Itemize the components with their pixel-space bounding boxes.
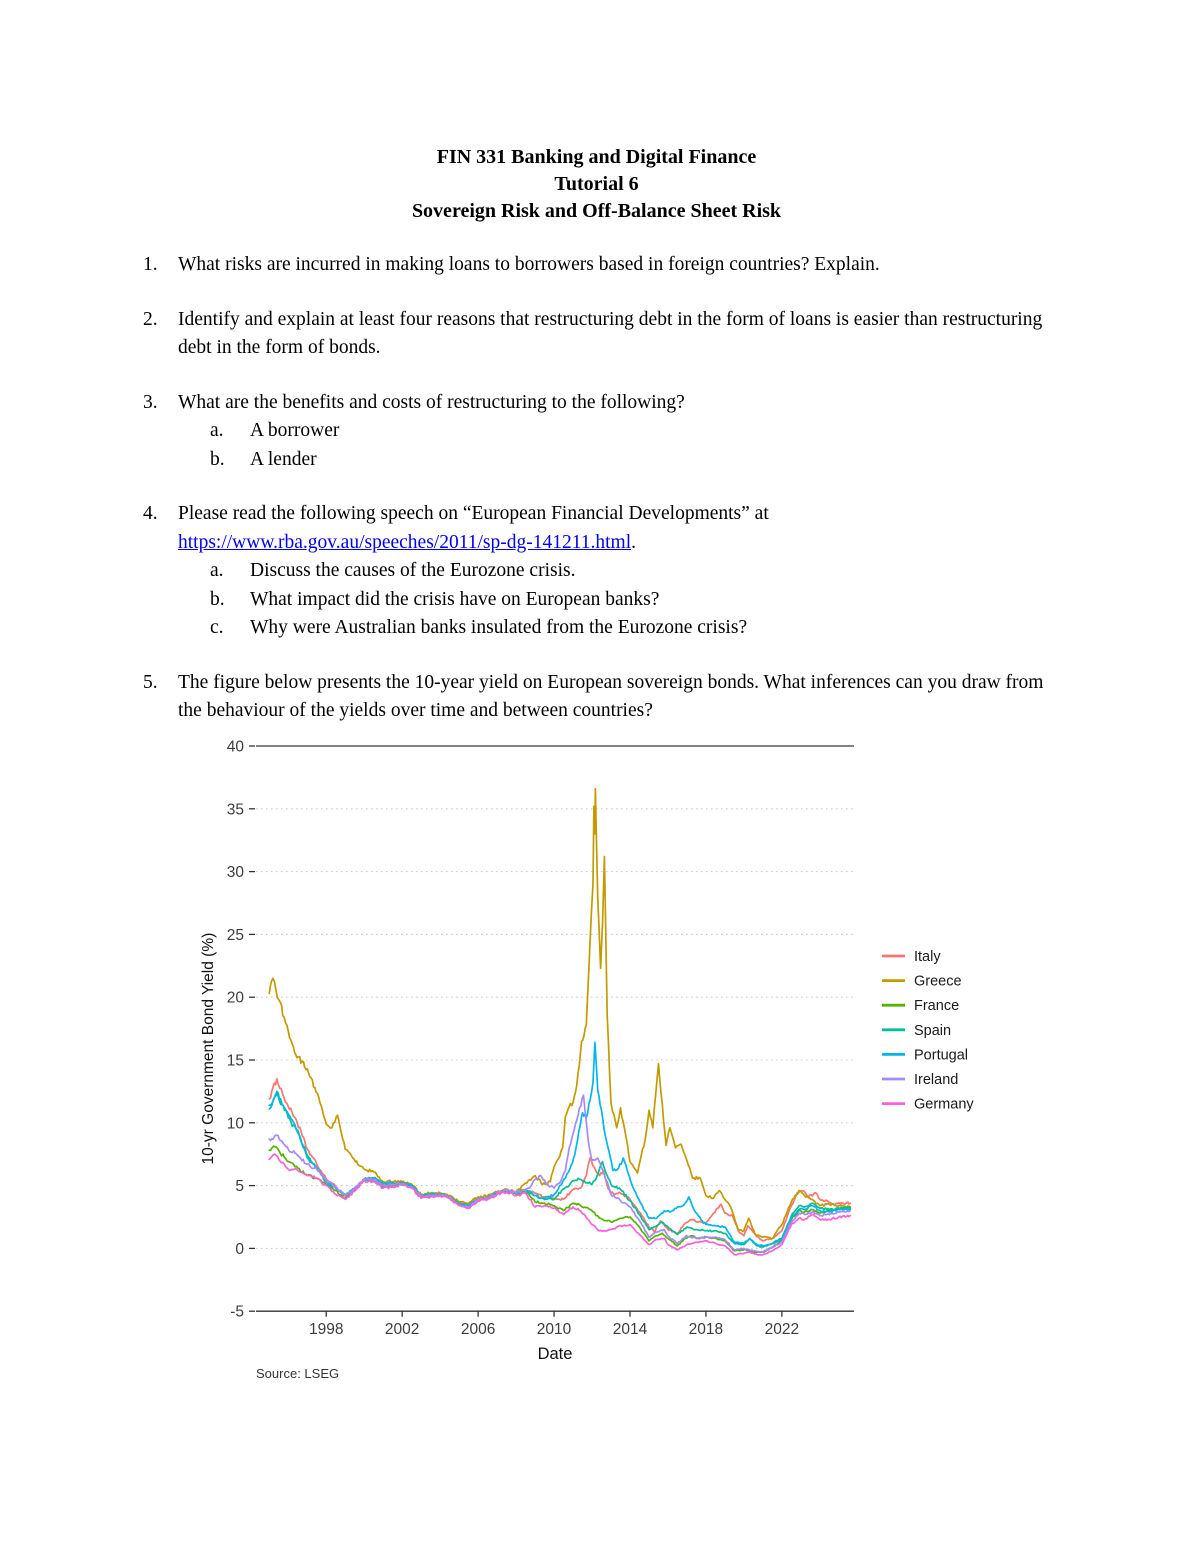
chart-source: Source: LSEG bbox=[256, 1366, 339, 1381]
question-5: 5. The figure below presents the 10-year… bbox=[143, 669, 1050, 726]
y-tick-label: 0 bbox=[235, 1240, 244, 1257]
y-tick-label: -5 bbox=[230, 1303, 244, 1320]
x-tick-label: 2022 bbox=[765, 1321, 799, 1338]
x-axis-title: Date bbox=[538, 1345, 573, 1363]
question-3a-letter: a. bbox=[210, 420, 224, 441]
question-4a-text: Discuss the causes of the Eurozone crisi… bbox=[250, 560, 576, 581]
legend-label-greece: Greece bbox=[914, 973, 962, 989]
question-2: 2. Identify and explain at least four re… bbox=[143, 306, 1050, 363]
y-tick-label: 35 bbox=[227, 801, 244, 818]
x-tick-label: 2014 bbox=[613, 1321, 648, 1338]
question-2-text: Identify and explain at least four reaso… bbox=[178, 308, 1043, 359]
x-tick-label: 2006 bbox=[461, 1321, 495, 1338]
title-line-tutorial: Tutorial 6 bbox=[554, 173, 639, 195]
question-4b-text: What impact did the crisis have on Europ… bbox=[250, 588, 660, 610]
document-body: FIN 331 Banking and Digital Finance Tuto… bbox=[143, 144, 1050, 1400]
y-tick-label: 20 bbox=[227, 989, 245, 1006]
question-3-number: 3. bbox=[143, 391, 158, 413]
speech-link[interactable]: https://www.rba.gov.au/speeches/2011/sp-… bbox=[178, 531, 632, 553]
question-4b-letter: b. bbox=[210, 588, 225, 610]
legend-label-portugal: Portugal bbox=[914, 1047, 968, 1063]
question-2-number: 2. bbox=[143, 308, 158, 330]
question-5-text: The figure below presents the 10-year yi… bbox=[178, 671, 1044, 722]
series-line-italy bbox=[268, 1077, 852, 1242]
question-1-number: 1. bbox=[143, 254, 158, 275]
bond-yield-figure: 1998 2002 2006 2010 2014 2018 2022 -5 0 5 10 15 20 25… bbox=[188, 730, 1050, 1400]
legend-label-france: France bbox=[914, 998, 959, 1014]
question-1: 1. What risks are incurred in making loa… bbox=[143, 251, 1050, 280]
legend-label-italy: Italy bbox=[914, 949, 941, 965]
question-3a: a. A borrower bbox=[178, 417, 1050, 446]
speech-link-period: . bbox=[631, 531, 637, 553]
legend-label-germany: Germany bbox=[914, 1096, 974, 1112]
question-4b: b. What impact did the crisis have on Eu… bbox=[178, 586, 1050, 615]
x-tick-label: 2010 bbox=[537, 1321, 572, 1338]
x-tick-label: 2018 bbox=[689, 1321, 723, 1338]
question-1-text: What risks are incurred in making loans … bbox=[178, 254, 880, 275]
question-3b-text: A lender bbox=[250, 448, 317, 470]
legend-label-spain: Spain bbox=[914, 1022, 951, 1038]
series-line-ireland bbox=[268, 1093, 852, 1253]
document-title: FIN 331 Banking and Digital Finance Tuto… bbox=[143, 144, 1050, 225]
yield-chart: 1998 2002 2006 2010 2014 2018 2022 -5 0 5 10 15 20 25… bbox=[200, 738, 974, 1381]
series-line-portugal bbox=[268, 1041, 852, 1247]
question-3a-text: A borrower bbox=[250, 420, 340, 441]
question-3b-letter: b. bbox=[210, 448, 225, 470]
question-4c-text: Why were Australian banks insulated from… bbox=[250, 617, 748, 638]
question-3: 3. What are the benefits and costs of re… bbox=[143, 389, 1050, 475]
x-tick-label: 2002 bbox=[385, 1321, 419, 1338]
question-3b: b. A lender bbox=[178, 446, 1050, 475]
y-tick-label: 40 bbox=[227, 738, 245, 755]
y-axis-title: 10-yr Government Bond Yield (%) bbox=[200, 932, 217, 1164]
question-5-number: 5. bbox=[143, 671, 158, 693]
y-tick-label: 30 bbox=[227, 864, 245, 881]
y-tick-label: 10 bbox=[227, 1115, 245, 1132]
legend-label-ireland: Ireland bbox=[914, 1072, 958, 1088]
question-4-text: Please read the following speech on “Eur… bbox=[178, 503, 769, 524]
series-line-germany bbox=[268, 1152, 852, 1256]
question-4a-letter: a. bbox=[210, 560, 224, 581]
y-tick-label: 25 bbox=[227, 926, 244, 943]
question-3-text: What are the benefits and costs of restr… bbox=[178, 391, 685, 413]
question-4: 4. Please read the following speech on “… bbox=[143, 500, 1050, 643]
series-line-spain bbox=[268, 1092, 852, 1248]
y-tick-label: 5 bbox=[235, 1178, 244, 1195]
question-4c-letter: c. bbox=[210, 617, 224, 638]
series-line-greece bbox=[268, 787, 852, 1240]
question-4-number: 4. bbox=[143, 503, 158, 524]
title-line-course: FIN 331 Banking and Digital Finance bbox=[436, 146, 757, 168]
question-4a: a. Discuss the causes of the Eurozone cr… bbox=[178, 557, 1050, 586]
question-4c: c. Why were Australian banks insulated f… bbox=[178, 614, 1050, 643]
title-line-topic: Sovereign Risk and Off-Balance Sheet Ris… bbox=[411, 200, 782, 222]
y-tick-label: 15 bbox=[227, 1052, 244, 1069]
x-tick-label: 1998 bbox=[309, 1321, 343, 1338]
